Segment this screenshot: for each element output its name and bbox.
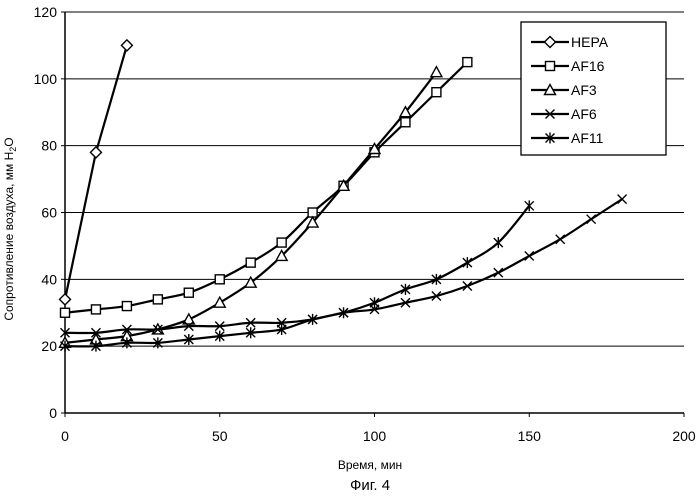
y-tick-label: 60 [41,205,57,221]
y-tick-label: 40 [41,271,57,287]
x-tick-label: 100 [363,428,387,444]
series-line [65,62,467,313]
legend: HEPA AF16 AF3 AF6 AF11 [521,22,666,155]
data-point [463,257,472,268]
legend-marker [546,62,555,71]
series-af3 [60,67,442,348]
series-line [65,72,436,343]
x-tick-label: 150 [518,428,542,444]
data-point [618,195,627,204]
series-af16 [61,58,472,318]
y-axis-title-main: Сопротивление воздуха, мм H [2,152,16,321]
data-point [525,200,534,211]
x-axis-title: Время, мин [338,458,402,472]
data-point [215,275,224,284]
data-point [214,297,225,307]
y-axis-title-suffix: O [2,137,16,146]
legend-label: HEPA [571,34,609,50]
data-point [90,147,101,158]
series-hepa [60,40,133,305]
data-point [246,258,255,267]
y-tick-label: 120 [34,4,58,20]
data-point [184,288,193,297]
data-point [153,295,162,304]
data-point [432,88,441,97]
legend-label: AF16 [571,58,605,74]
y-axis-title: Сопротивление воздуха, мм H2O [2,137,18,320]
x-tick-label: 0 [61,428,69,444]
y-tick-label: 80 [41,138,57,154]
data-point [431,67,442,77]
data-point [556,235,565,244]
data-point [525,251,534,260]
y-tick-label: 100 [34,71,58,87]
data-point [91,305,100,314]
data-point [277,238,286,247]
data-point [494,268,503,277]
x-tick-label: 50 [212,428,228,444]
legend-label: AF6 [571,106,597,122]
data-point [401,118,410,127]
data-point [494,237,503,248]
data-point [463,58,472,67]
data-point [463,282,472,291]
y-tick-label: 20 [41,338,57,354]
data-point [61,308,70,317]
series-line [65,45,127,299]
data-point [370,297,379,308]
data-point [587,215,596,224]
data-point [122,302,131,311]
legend-label: AF3 [571,82,597,98]
legend-label: AF11 [571,130,604,146]
figure-caption: Фиг. 4 [350,477,390,494]
y-tick-label: 0 [49,405,57,421]
data-point [60,294,71,305]
data-point [121,40,132,51]
x-tick-label: 200 [672,428,696,444]
